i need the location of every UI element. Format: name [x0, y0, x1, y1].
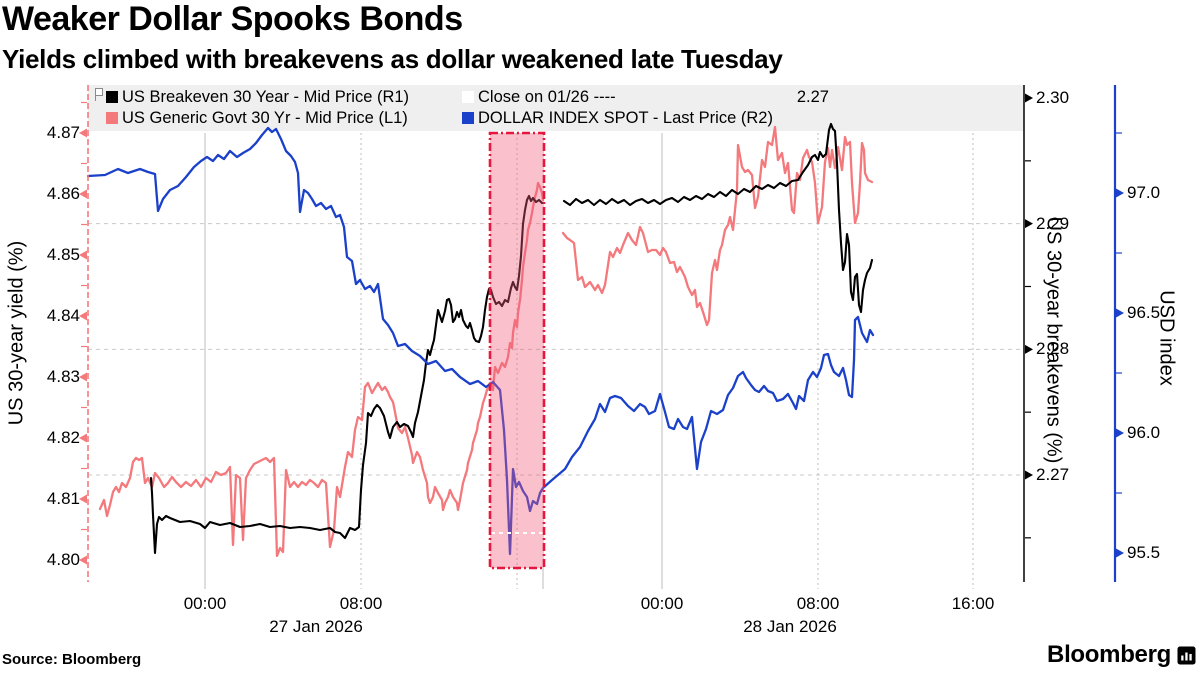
chart-subtitle: Yields climbed with breakevens as dollar…	[2, 44, 783, 74]
breakeven-swatch	[106, 91, 118, 103]
legend-item-govt30: US Generic Govt 30 Yr - Mid Price (L1)	[106, 109, 408, 127]
legend-item-breakeven: US Breakeven 30 Year - Mid Price (R1)	[93, 88, 409, 106]
legend-item-dollar: DOLLAR INDEX SPOT - Last Price (R2)	[462, 109, 773, 127]
annotation-flag-icon	[93, 87, 104, 107]
bloomberg-wordmark: Bloomberg	[1047, 641, 1171, 668]
legend-item-close: Close on 01/26 ----	[462, 88, 616, 106]
legend-label-dollar: DOLLAR INDEX SPOT - Last Price (R2)	[478, 108, 773, 127]
close-swatch	[462, 91, 474, 103]
legend-label-breakeven: US Breakeven 30 Year - Mid Price (R1)	[122, 87, 410, 106]
dollar-swatch	[462, 112, 474, 124]
chart-title: Weaker Dollar Spooks Bonds	[2, 0, 463, 38]
legend-label-close: Close on 01/26 ----	[478, 87, 616, 106]
legend-label-govt30: US Generic Govt 30 Yr - Mid Price (L1)	[122, 108, 408, 127]
source-note: Source: Bloomberg	[2, 651, 142, 668]
bloomberg-logo: Bloomberg	[1047, 641, 1196, 669]
govt30-swatch	[106, 112, 118, 124]
legend-background	[88, 85, 1024, 131]
close-value: 2.27	[796, 88, 829, 106]
legend: US Breakeven 30 Year - Mid Price (R1) US…	[88, 85, 1024, 131]
bloomberg-terminal-icon	[1177, 646, 1196, 664]
